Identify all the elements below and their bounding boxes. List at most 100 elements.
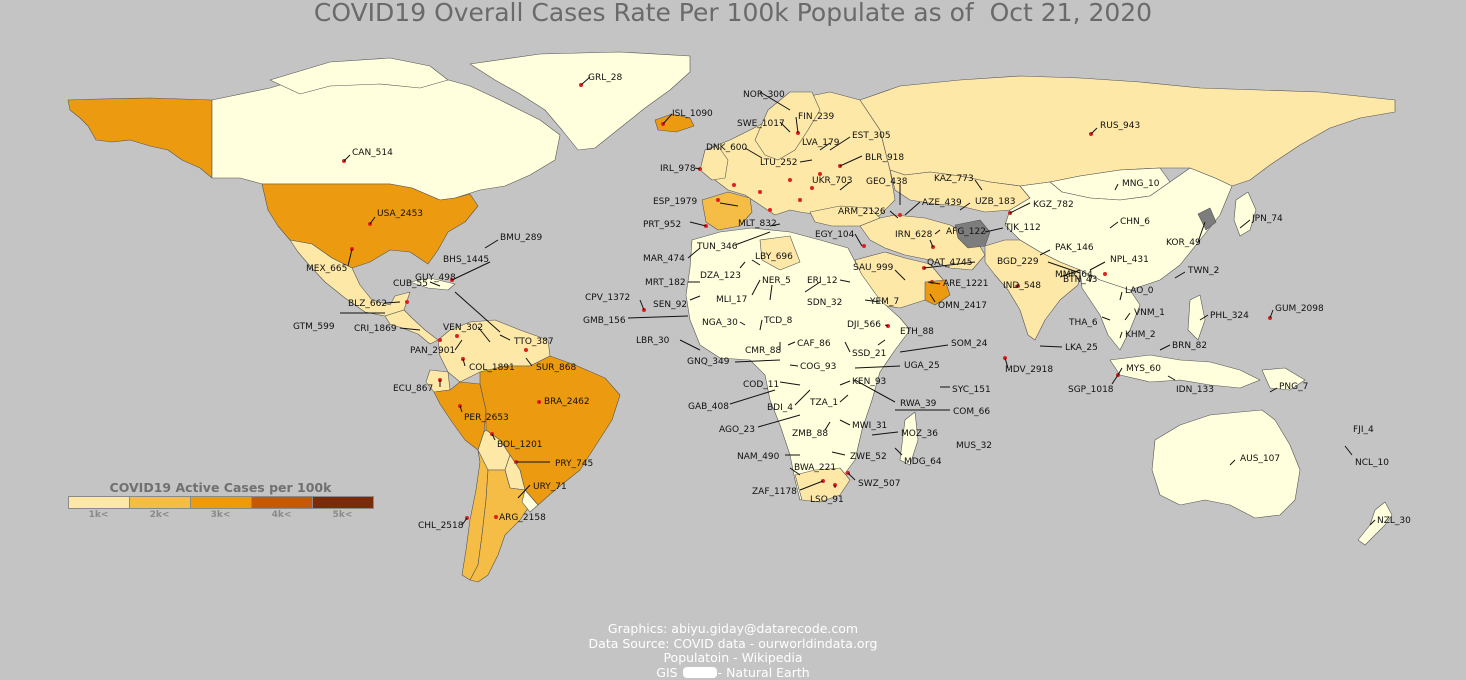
legend-title: COVID19 Active Cases per 100k	[68, 480, 373, 495]
country-label: CHN_6	[1120, 217, 1150, 227]
legend-labels: 1k< 2k< 3k< 4k< 5k<	[68, 510, 373, 520]
country-label: GRL_28	[588, 73, 622, 83]
country-label: UGA_25	[904, 361, 940, 371]
country-label: MMR_64	[1055, 270, 1093, 280]
country-label: ARE_1221	[943, 279, 989, 289]
country-label: ARM_2126	[838, 207, 886, 217]
country-label: ZWE_52	[850, 452, 887, 462]
country-label: MLI_17	[716, 295, 747, 305]
legend-label: 4k<	[251, 510, 312, 520]
legend-label: 5k<	[312, 510, 373, 520]
leader-line	[628, 316, 688, 318]
country-label: MNG_10	[1122, 179, 1160, 189]
credit-gis: GIS - Natural Earth	[0, 666, 1466, 680]
country-alaska	[68, 98, 212, 178]
country-label: MDG_64	[904, 457, 942, 467]
country-label: NCL_10	[1355, 458, 1389, 468]
country-label: ARG_2158	[499, 513, 546, 523]
country-label: PAK_146	[1055, 243, 1094, 253]
country-label: MRT_182	[645, 278, 686, 288]
country-australia	[1152, 410, 1300, 518]
legend-swatch-2k	[130, 497, 191, 508]
country-label: GAB_408	[688, 402, 729, 412]
country-label: NGA_30	[702, 318, 738, 328]
country-label: DNK_600	[706, 143, 748, 153]
leader-line	[1040, 346, 1062, 347]
country-label: PRT_952	[643, 220, 681, 230]
country-label: GTM_599	[293, 322, 335, 332]
country-label: DJI_566	[847, 320, 881, 330]
country-label: AZE_439	[922, 198, 962, 208]
country-label: COG_93	[800, 362, 836, 372]
leader-line	[485, 240, 498, 248]
country-label: BOL_1201	[497, 440, 543, 450]
map-title: COVID19 Overall Cases Rate Per 100k Popu…	[0, 0, 1466, 27]
country-label: MYS_60	[1126, 364, 1161, 374]
country-label: IND_548	[1003, 281, 1041, 291]
country-label: AFG_122	[946, 227, 986, 237]
country-label: SUR_868	[536, 363, 577, 373]
country-label: BRA_2462	[544, 397, 590, 407]
country-label: KHM_2	[1125, 330, 1156, 340]
country-label: BRN_82	[1172, 341, 1207, 351]
country-label: VEN_302	[443, 323, 483, 333]
country-label: SAU_999	[853, 263, 894, 273]
country-label: GUY_498	[415, 273, 456, 283]
country-label: RWA_39	[900, 399, 937, 409]
country-label: ESP_1979	[653, 197, 698, 207]
country-label: MEX_665	[306, 264, 347, 274]
legend-swatch-5k	[313, 497, 373, 508]
leader-line	[855, 234, 862, 246]
country-label: KOR_49	[1166, 238, 1201, 248]
country-label: UZB_183	[975, 197, 1015, 207]
country-label: AUS_107	[1240, 454, 1280, 464]
country-label: GMB_156	[583, 316, 626, 326]
country-label: RUS_943	[1100, 121, 1140, 131]
country-label: CMR_88	[745, 346, 782, 356]
country-label: IRN_628	[895, 230, 933, 240]
leader-line	[640, 300, 644, 310]
country-label: SYC_151	[952, 385, 991, 395]
country-label: EST_305	[852, 131, 891, 141]
country-label: TCD_8	[763, 316, 793, 326]
leader-line	[1160, 345, 1170, 350]
country-label: OMN_2417	[938, 301, 987, 311]
country-label: BLR_918	[865, 153, 904, 163]
leader-line	[1175, 272, 1185, 278]
country-label: IRL_978	[660, 164, 696, 174]
country-label: BDI_4	[767, 403, 793, 413]
country-label: MLT_832	[738, 219, 777, 229]
country-label: ECU_867	[393, 384, 433, 394]
legend-swatch-3k	[191, 497, 252, 508]
country-label: USA_2453	[377, 209, 423, 219]
country-label: NPL_431	[1110, 255, 1149, 265]
country-label: SOM_24	[951, 339, 988, 349]
credit-graphics: Graphics: abiyu.giday@datarecode.com	[0, 622, 1466, 637]
leader-line	[1112, 375, 1118, 384]
country-label: VNM_1	[1134, 308, 1165, 318]
country-label: TJK_112	[1004, 223, 1041, 233]
legend-label: 2k<	[129, 510, 190, 520]
legend-swatch-1k	[69, 497, 130, 508]
country-label: GEO_438	[866, 177, 908, 187]
leader-line	[730, 390, 775, 404]
country-label: MDV_2918	[1005, 365, 1053, 375]
country-label: SDN_32	[807, 298, 842, 308]
country-label: YEM_7	[869, 297, 899, 307]
country-label: COM_66	[953, 407, 990, 417]
country-label: CAF_86	[797, 339, 831, 349]
country-label: TZA_1	[809, 398, 838, 408]
country-label: TUN_346	[696, 242, 738, 252]
country-label: MWI_31	[852, 421, 887, 431]
country-label: KGZ_782	[1033, 200, 1074, 210]
country-label: NZL_30	[1377, 516, 1411, 526]
country-label: CAN_514	[352, 148, 393, 158]
legend-label: 1k<	[68, 510, 129, 520]
country-label: MAR_474	[643, 254, 685, 264]
country-label: LVA_179	[802, 138, 840, 148]
country-label: SEN_92	[653, 300, 687, 310]
credit-gis-prefix: GIS	[656, 665, 677, 680]
country-label: JPN_74	[1251, 214, 1283, 224]
credit-gis-suffix: - Natural Earth	[718, 665, 810, 680]
legend-swatch-4k	[252, 497, 313, 508]
